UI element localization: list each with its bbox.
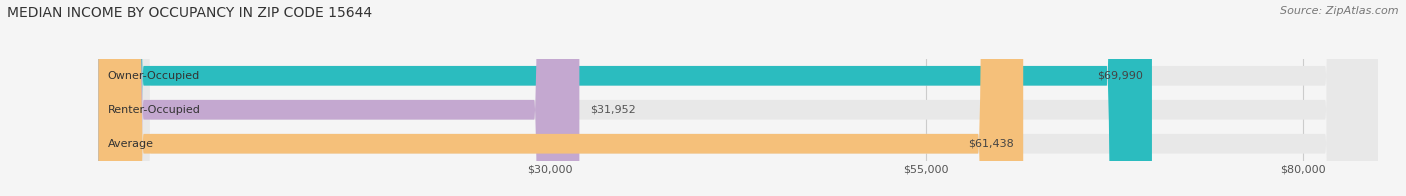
Text: Owner-Occupied: Owner-Occupied <box>107 71 200 81</box>
Text: MEDIAN INCOME BY OCCUPANCY IN ZIP CODE 15644: MEDIAN INCOME BY OCCUPANCY IN ZIP CODE 1… <box>7 6 373 20</box>
Text: Average: Average <box>107 139 153 149</box>
Text: $61,438: $61,438 <box>969 139 1014 149</box>
Text: Source: ZipAtlas.com: Source: ZipAtlas.com <box>1281 6 1399 16</box>
FancyBboxPatch shape <box>98 0 1378 196</box>
FancyBboxPatch shape <box>98 0 1152 196</box>
FancyBboxPatch shape <box>98 0 579 196</box>
Text: $31,952: $31,952 <box>591 105 636 115</box>
Text: Renter-Occupied: Renter-Occupied <box>107 105 200 115</box>
FancyBboxPatch shape <box>98 0 1378 196</box>
FancyBboxPatch shape <box>98 0 1378 196</box>
FancyBboxPatch shape <box>98 0 1024 196</box>
Text: $69,990: $69,990 <box>1097 71 1143 81</box>
